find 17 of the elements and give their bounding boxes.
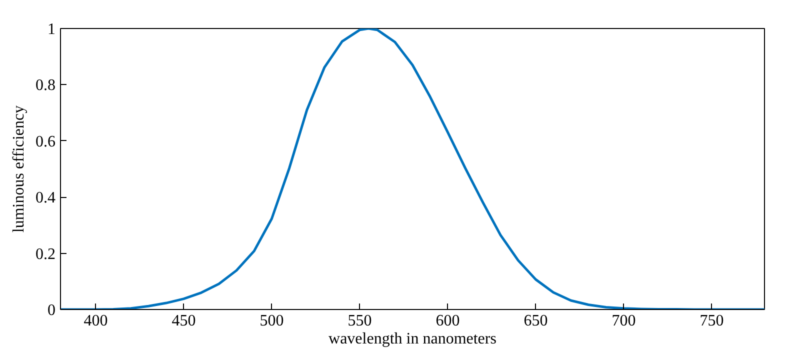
x-tick-label: 700 xyxy=(612,312,636,330)
y-tick-label: 0.6 xyxy=(36,133,56,150)
y-tick-label: 0.2 xyxy=(36,246,56,263)
x-tick-label: 400 xyxy=(84,312,108,330)
y-tick-label: 0 xyxy=(48,302,56,319)
x-tick-label: 550 xyxy=(348,312,372,330)
y-tick-label: 0.4 xyxy=(36,190,56,207)
x-tick-label: 600 xyxy=(436,312,460,330)
x-axis-title: wavelength in nanometers xyxy=(328,330,496,348)
line-series xyxy=(60,28,764,310)
y-axis-title: luminous efficiency xyxy=(10,105,28,233)
y-tick-label: 0.8 xyxy=(36,77,56,94)
x-tick-label: 650 xyxy=(524,312,548,330)
y-tick-label: 1 xyxy=(48,21,56,38)
x-tick-label: 500 xyxy=(260,312,284,330)
x-tick-label: 750 xyxy=(700,312,724,330)
x-tick-label: 450 xyxy=(172,312,196,330)
